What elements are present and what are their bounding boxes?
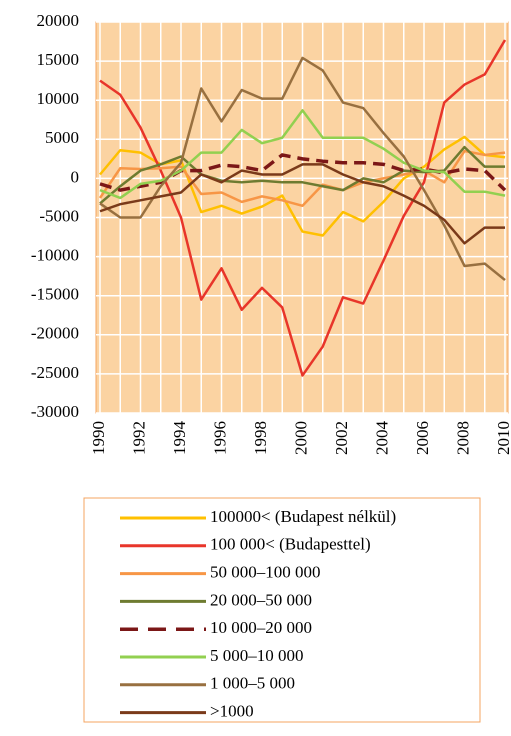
x-tick-label: 2008 bbox=[453, 421, 472, 455]
y-tick-label: 20000 bbox=[37, 11, 80, 30]
x-tick-label: 1994 bbox=[170, 421, 189, 456]
series-line bbox=[99, 39, 507, 377]
x-tick-label: 1998 bbox=[251, 421, 270, 455]
y-tick-label: 0 bbox=[71, 167, 80, 186]
x-tick-label: 2000 bbox=[291, 421, 310, 455]
series-line bbox=[99, 56, 506, 282]
x-tick-label: 2004 bbox=[372, 421, 391, 456]
legend-label: >1000 bbox=[210, 702, 254, 721]
legend-label: 5 000–10 000 bbox=[210, 646, 304, 665]
x-tick-label: 2010 bbox=[494, 421, 511, 455]
y-tick-label: -5000 bbox=[39, 206, 79, 225]
legend-label: 100000< (Budapest nélkül) bbox=[210, 507, 396, 526]
x-tick-label: 1996 bbox=[210, 421, 229, 455]
legend-label: 20 000–50 000 bbox=[210, 590, 312, 609]
y-tick-label: 10000 bbox=[37, 89, 80, 108]
y-tick-label: -10000 bbox=[31, 246, 79, 265]
series-line bbox=[99, 163, 505, 245]
y-tick-label: -15000 bbox=[31, 285, 79, 304]
y-tick-label: -25000 bbox=[31, 363, 79, 382]
x-tick-label: 1990 bbox=[89, 421, 108, 455]
series-line bbox=[98, 149, 506, 208]
legend-label: 50 000–100 000 bbox=[210, 563, 321, 582]
y-tick-label: 15000 bbox=[37, 50, 80, 69]
y-tick-label: -20000 bbox=[31, 324, 79, 343]
x-tick-label: 2002 bbox=[332, 421, 351, 455]
y-tick-label: 5000 bbox=[45, 128, 79, 147]
x-tick-label: 2006 bbox=[413, 421, 432, 455]
legend-label: 100 000< (Budapesttel) bbox=[210, 535, 371, 554]
legend-label: 1 000–5 000 bbox=[210, 674, 295, 693]
y-tick-label: -30000 bbox=[31, 402, 79, 421]
x-tick-label: 1992 bbox=[129, 421, 148, 455]
legend-label: 10 000–20 000 bbox=[210, 618, 312, 637]
